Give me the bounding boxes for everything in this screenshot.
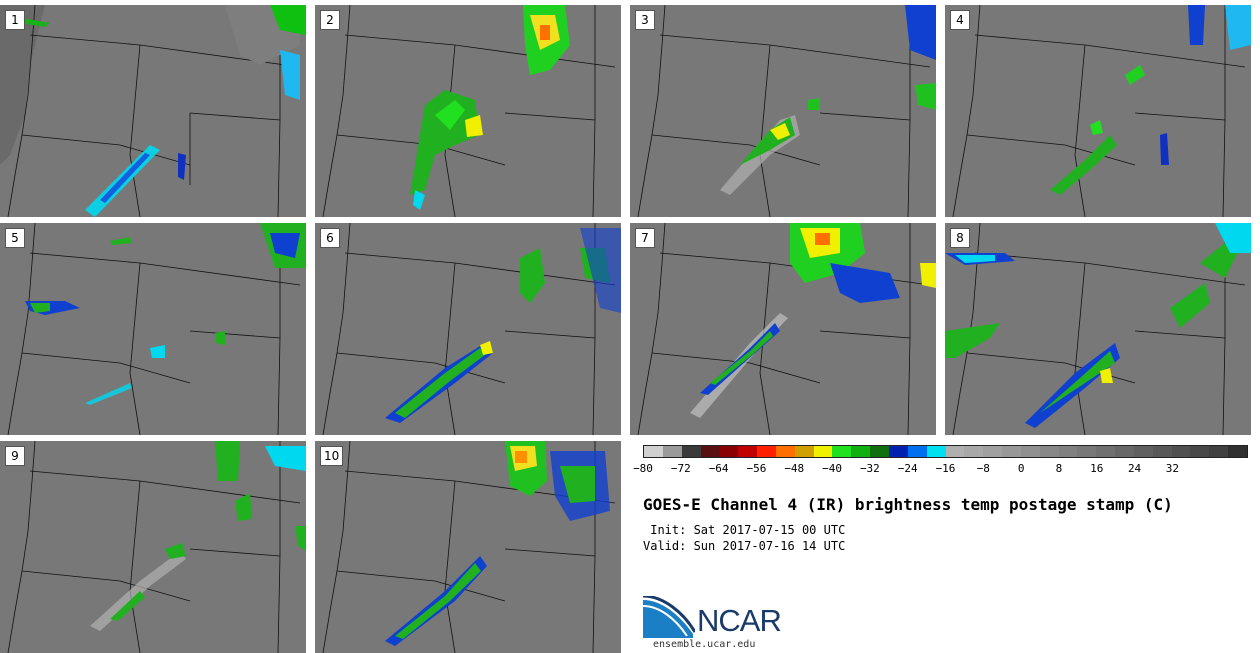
colorbar-segment — [964, 446, 984, 457]
panel-number-label: 1 — [5, 10, 25, 30]
colorbar-tick-label: −72 — [670, 462, 691, 475]
colorbar-segment — [907, 446, 927, 457]
colorbar-tick-label: −80 — [633, 462, 653, 475]
colorbar-segment — [1171, 446, 1191, 457]
colorbar-segment — [775, 446, 795, 457]
colorbar-segment — [681, 446, 701, 457]
colorbar-segment — [1058, 446, 1078, 457]
colorbar-tick-label: −16 — [935, 462, 956, 475]
stamp-panel-4[interactable]: 4 — [945, 5, 1251, 217]
colorbar-segment — [1152, 446, 1172, 457]
colorbar-tick-label: −24 — [897, 462, 918, 475]
temperature-colorbar — [643, 445, 1248, 458]
colorbar-tick-label: −8 — [976, 462, 990, 475]
stamp-panel-5[interactable]: 5 — [0, 223, 306, 435]
panel-number-label: 4 — [950, 10, 970, 30]
colorbar-segment — [870, 446, 889, 457]
colorbar-segment — [794, 446, 814, 457]
colorbar-segment — [700, 446, 720, 457]
colorbar-segment — [1209, 446, 1229, 457]
stamp-panel-1[interactable]: 1 — [0, 5, 306, 217]
colorbar-segment — [719, 446, 739, 457]
colorbar-segment — [832, 446, 852, 457]
colorbar-segment — [1077, 446, 1097, 457]
colorbar-segment — [1039, 446, 1059, 457]
colorbar-segment — [1096, 446, 1116, 457]
ncar-logo-text: NCAR — [697, 603, 782, 638]
colorbar-tick-label: −40 — [822, 462, 842, 475]
ncar-url[interactable]: ensemble.ucar.edu — [653, 639, 756, 650]
colorbar-segment — [851, 446, 871, 457]
panel-number-label: 7 — [635, 228, 655, 248]
colorbar-segment — [1002, 446, 1021, 457]
colorbar-tick-label: 32 — [1165, 462, 1179, 475]
stamp-panel-2[interactable]: 2 — [315, 5, 621, 217]
colorbar-tick-label: −56 — [746, 462, 767, 475]
panel-number-label: 8 — [950, 228, 970, 248]
colorbar-segment — [813, 446, 833, 457]
colorbar-segment — [1115, 446, 1134, 457]
stamp-panel-8[interactable]: 8 — [945, 223, 1251, 435]
panel-number-label: 2 — [320, 10, 340, 30]
colorbar-segment — [945, 446, 965, 457]
colorbar-segment — [1228, 446, 1247, 457]
panel-number-label: 6 — [320, 228, 340, 248]
colorbar-tick-label: −64 — [708, 462, 729, 475]
colorbar-tick-label: 24 — [1127, 462, 1142, 475]
stamp-panel-6[interactable]: 6 — [315, 223, 621, 435]
stamp-panel-7[interactable]: 7 — [630, 223, 936, 435]
colorbar-segment — [983, 446, 1003, 457]
colorbar-segment — [926, 446, 946, 457]
panel-number-label: 10 — [320, 446, 344, 466]
colorbar-segment — [1020, 446, 1040, 457]
init-time: Init: Sat 2017-07-15 00 UTC — [643, 523, 846, 537]
colorbar-segment — [644, 446, 663, 457]
colorbar-segment — [1133, 446, 1153, 457]
colorbar-segment — [1190, 446, 1210, 457]
colorbar-segment — [757, 446, 776, 457]
colorbar-tick-label: −32 — [859, 462, 880, 475]
panel-number-label: 9 — [5, 446, 25, 466]
stamp-panel-10[interactable]: 10 — [315, 441, 621, 653]
stamp-panel-3[interactable]: 3 — [630, 5, 936, 217]
colorbar-tick-label: 8 — [1055, 462, 1063, 475]
stamp-panel-9[interactable]: 9 — [0, 441, 306, 653]
page-title: GOES-E Channel 4 (IR) brightness temp po… — [643, 495, 1173, 514]
valid-time: Valid: Sun 2017-07-16 14 UTC — [643, 539, 846, 553]
colorbar-segment — [662, 446, 682, 457]
colorbar-tick-label: 16 — [1090, 462, 1104, 475]
ncar-logo-icon — [643, 596, 695, 638]
colorbar-segment — [738, 446, 758, 457]
colorbar-segment — [888, 446, 908, 457]
colorbar-tick-label: −48 — [784, 462, 805, 475]
colorbar-tick-label: 0 — [1017, 462, 1025, 475]
panel-number-label: 3 — [635, 10, 655, 30]
panel-number-label: 5 — [5, 228, 25, 248]
